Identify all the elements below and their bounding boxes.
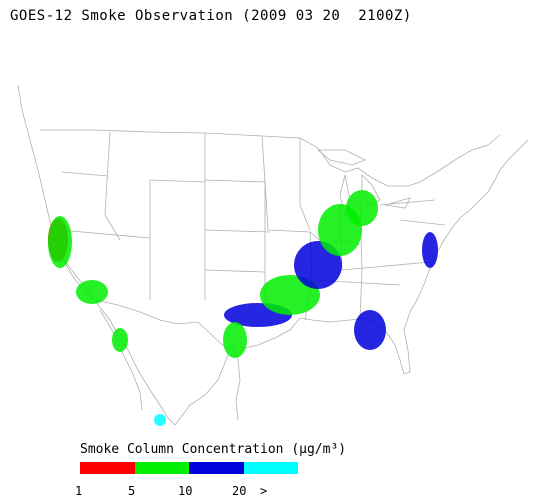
legend-swatch-5-10 [134, 462, 189, 474]
legend-tick-1: 1 [75, 484, 83, 498]
smoke-area-baja [112, 328, 128, 352]
smoke-area-socal [76, 280, 108, 304]
legend-tick-10: 10 [178, 484, 193, 498]
south-east-coastline [174, 139, 529, 426]
legend-swatch-10-20 [189, 462, 244, 474]
mexico-border [95, 299, 229, 351]
baja-outline [99, 309, 143, 411]
legend-tick-greater: > [260, 484, 268, 498]
smoke-area-michigan [346, 190, 378, 226]
smoke-plumes [48, 190, 438, 426]
smoke-map [17, 84, 529, 426]
legend-tick-20: 20 [232, 484, 247, 498]
legend-title: Smoke Column Concentration (μg/m³) [80, 442, 347, 457]
map-boundaries [17, 84, 529, 426]
smoke-area-texas [223, 322, 247, 358]
west-coastline [17, 84, 176, 426]
legend-swatch-1-5 [80, 462, 135, 474]
legend-tick-5: 5 [128, 484, 136, 498]
smoke-area-southeast [354, 310, 386, 350]
canada-border [40, 129, 501, 187]
legend-swatch-over-20 [243, 462, 298, 474]
smoke-area-mexico [154, 414, 166, 426]
map-title: GOES-12 Smoke Observation (2009 03 20 21… [10, 8, 412, 24]
legend-unit: μg/m³ [299, 442, 339, 457]
smoke-area-california-edge [48, 216, 72, 268]
legend-colorbar [80, 462, 298, 474]
smoke-area-atlantic [422, 232, 438, 268]
